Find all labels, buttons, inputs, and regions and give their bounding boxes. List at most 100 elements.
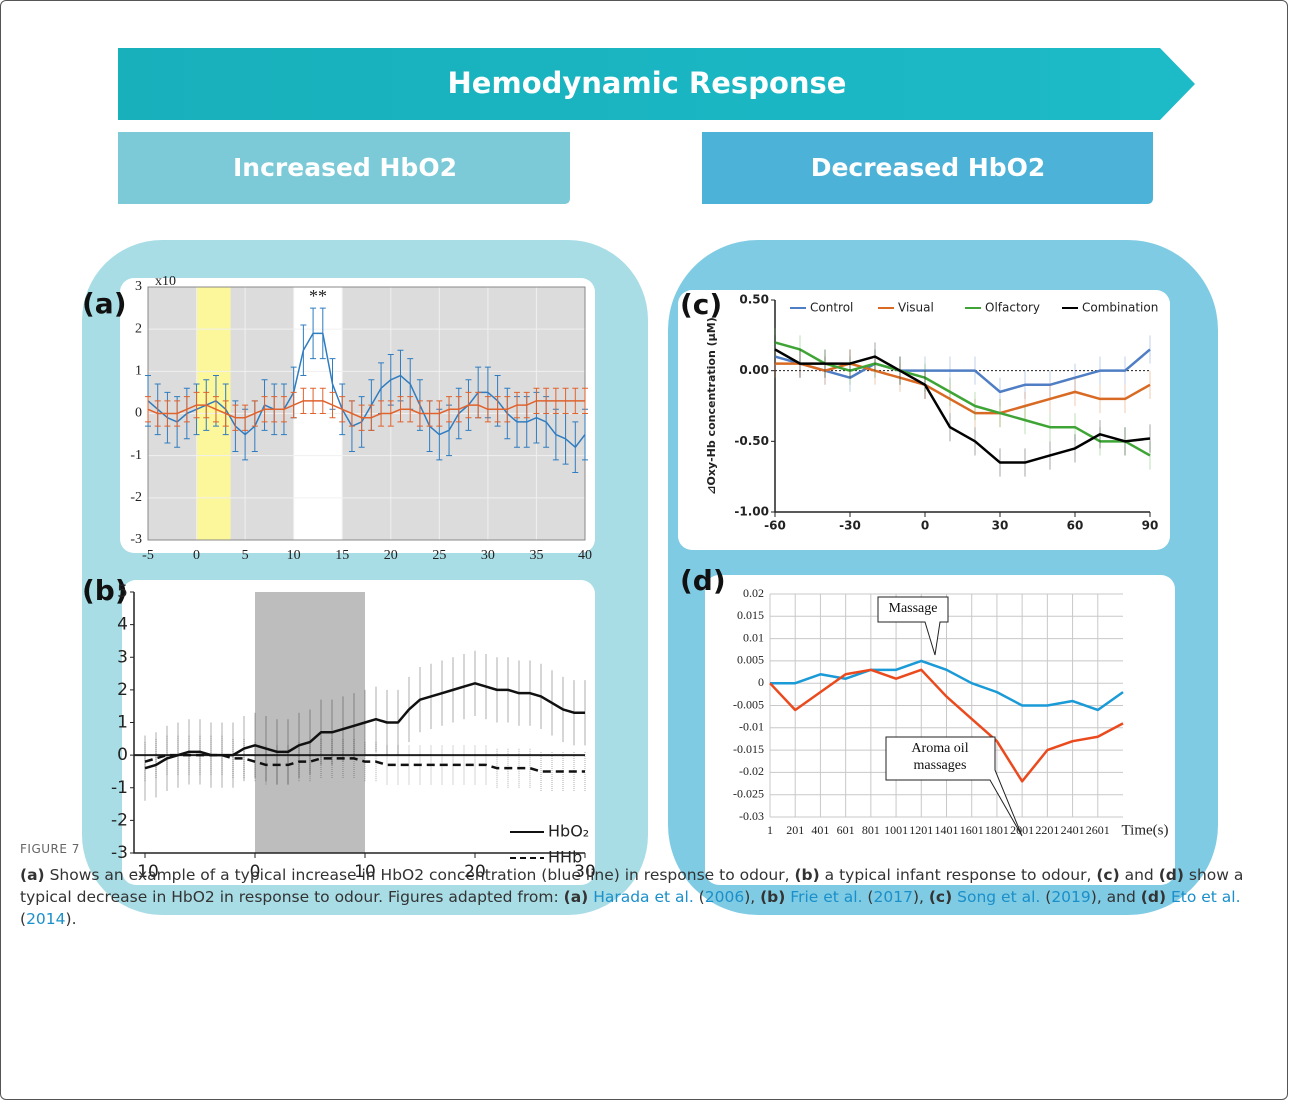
chart-c-box xyxy=(678,290,1170,550)
y-tick-label: 0.01 xyxy=(743,630,764,644)
caption-run[interactable]: Frie et al. xyxy=(790,888,863,906)
series-line xyxy=(769,668,1124,783)
x-tick-label: 20 xyxy=(464,862,486,882)
caption-run: ( xyxy=(693,888,705,906)
y-tick-label: -0.015 xyxy=(733,742,764,756)
caption-run[interactable]: 2006 xyxy=(704,888,745,906)
left-header: Increased HbO2 xyxy=(233,153,457,182)
x-tick-label: 30 xyxy=(574,862,596,882)
caption-run[interactable]: Eto et al. xyxy=(1170,888,1241,906)
caption-run: (b) xyxy=(794,866,820,884)
y-tick-label: 3 xyxy=(117,647,128,667)
left-header-box xyxy=(118,132,570,204)
caption-run: ( xyxy=(862,888,874,906)
caption-run[interactable]: 2014 xyxy=(26,910,66,928)
caption-run: ), xyxy=(744,888,761,906)
y-tick-label: 4 xyxy=(117,615,128,635)
legend-label: Olfactory xyxy=(985,301,1040,315)
panel-label: (d) xyxy=(680,564,726,597)
x-tick-label: 35 xyxy=(529,548,543,563)
band xyxy=(255,592,365,853)
y-tick-label: -1 xyxy=(111,778,128,798)
x-tick-label: 10 xyxy=(354,862,376,882)
caption-run: ). xyxy=(65,910,77,928)
x-tick-label: 1401 xyxy=(935,823,959,837)
y-tick-label: -0.01 xyxy=(739,720,764,734)
x-tick-label: 0 xyxy=(921,519,929,533)
y-tick-label: 0 xyxy=(117,745,128,765)
series-line xyxy=(147,400,585,419)
chart: -3 -2 -1 0 1 2 3 -5 0 5 10 15 20 25 30 35 40 x10 ** xyxy=(130,274,592,563)
y-tick-label: 0.015 xyxy=(737,608,764,622)
callout xyxy=(877,596,949,656)
x-tick-label: 60 xyxy=(1067,519,1084,533)
y-tick-label: 1 xyxy=(135,364,142,379)
y-tick-label: -2 xyxy=(111,810,128,830)
y-tick-label: -3 xyxy=(111,843,128,863)
right-header-box xyxy=(702,132,1153,204)
callout xyxy=(885,736,1023,837)
series-line xyxy=(144,682,585,770)
legend-label: HHb xyxy=(548,848,582,867)
x-tick-label: -30 xyxy=(839,519,861,533)
chart: -0.03 -0.025 -0.02 -0.015 -0.01 -0.005 0 0.005 0… xyxy=(733,586,1168,839)
banner-arrow xyxy=(118,48,1195,120)
y-tick-label: 0.00 xyxy=(739,363,769,377)
x-tick-label: 1 xyxy=(767,823,773,837)
panel-label: (b) xyxy=(82,574,128,607)
x-tick-label: 40 xyxy=(578,548,592,563)
x-tick-label: 15 xyxy=(335,548,349,563)
figure: Hemodynamic Response Increased HbO2 Decr… xyxy=(82,48,1218,915)
caption-run: (c) xyxy=(1096,866,1120,884)
error-bar xyxy=(145,396,151,423)
caption-run: ), xyxy=(912,888,929,906)
caption-run[interactable]: 2019 xyxy=(1051,888,1091,906)
x-tick-label: 5 xyxy=(242,548,249,563)
banner-title: Hemodynamic Response xyxy=(448,66,847,100)
caption-run[interactable]: Harada et al. xyxy=(593,888,694,906)
caption-run[interactable]: Song et al. xyxy=(957,888,1041,906)
x-tick-label: 25 xyxy=(432,548,446,563)
y-tick-label: 0 xyxy=(135,406,142,421)
panel-label: (a) xyxy=(82,287,127,320)
x-tick-label: 601 xyxy=(837,823,855,837)
series-line xyxy=(774,348,1151,464)
x-tick-label: 2201 xyxy=(1035,823,1059,837)
y-tick-label: 2 xyxy=(135,321,142,336)
right-header: Decreased HbO2 xyxy=(811,153,1046,182)
y-tick-label: 0.005 xyxy=(737,653,764,667)
annotation: Massage xyxy=(889,601,938,616)
x-tick-label: 90 xyxy=(1142,519,1159,533)
caption-run: ( xyxy=(1040,888,1052,906)
x-tick-label: 1601 xyxy=(960,823,984,837)
y-tick-label: 0 xyxy=(758,675,764,689)
panel-label: (c) xyxy=(680,288,722,321)
caption-run: show a typical decrease in HbO2 in respo… xyxy=(20,866,1244,906)
x-axis-label: Time(s) xyxy=(1122,822,1169,838)
x-tick-label: 2601 xyxy=(1086,823,1110,837)
annotation: ** xyxy=(309,286,327,306)
y-tick-label: -1.00 xyxy=(734,505,769,519)
x-tick-label: -60 xyxy=(764,519,786,533)
x-tick-label: 20 xyxy=(384,548,398,563)
x-tick-label: 0 xyxy=(193,548,200,563)
caption-run: ( xyxy=(20,910,27,928)
legend-label: HbO₂ xyxy=(548,822,589,841)
figure-label: FIGURE 7 xyxy=(20,842,80,856)
series-line xyxy=(774,348,1151,394)
x-tick-label: 30 xyxy=(481,548,495,563)
caption-run: (a) xyxy=(20,866,45,884)
y-tick-label: -0.005 xyxy=(733,697,764,711)
annotation: Aroma oil massages xyxy=(911,741,968,773)
y-tick-label: -1 xyxy=(130,448,142,463)
x-tick-label: 1801 xyxy=(985,823,1009,837)
y-tick-label: -0.025 xyxy=(733,786,764,800)
caption-run[interactable]: 2017 xyxy=(873,888,913,906)
legend-label: Visual xyxy=(898,301,934,315)
x-tick-label: -5 xyxy=(142,548,154,563)
y-tick-label: -0.50 xyxy=(734,434,769,448)
x-tick-label: 0 xyxy=(250,862,261,882)
x-tick-label: -10 xyxy=(131,862,159,882)
y-tick-label: -0.03 xyxy=(739,809,764,823)
